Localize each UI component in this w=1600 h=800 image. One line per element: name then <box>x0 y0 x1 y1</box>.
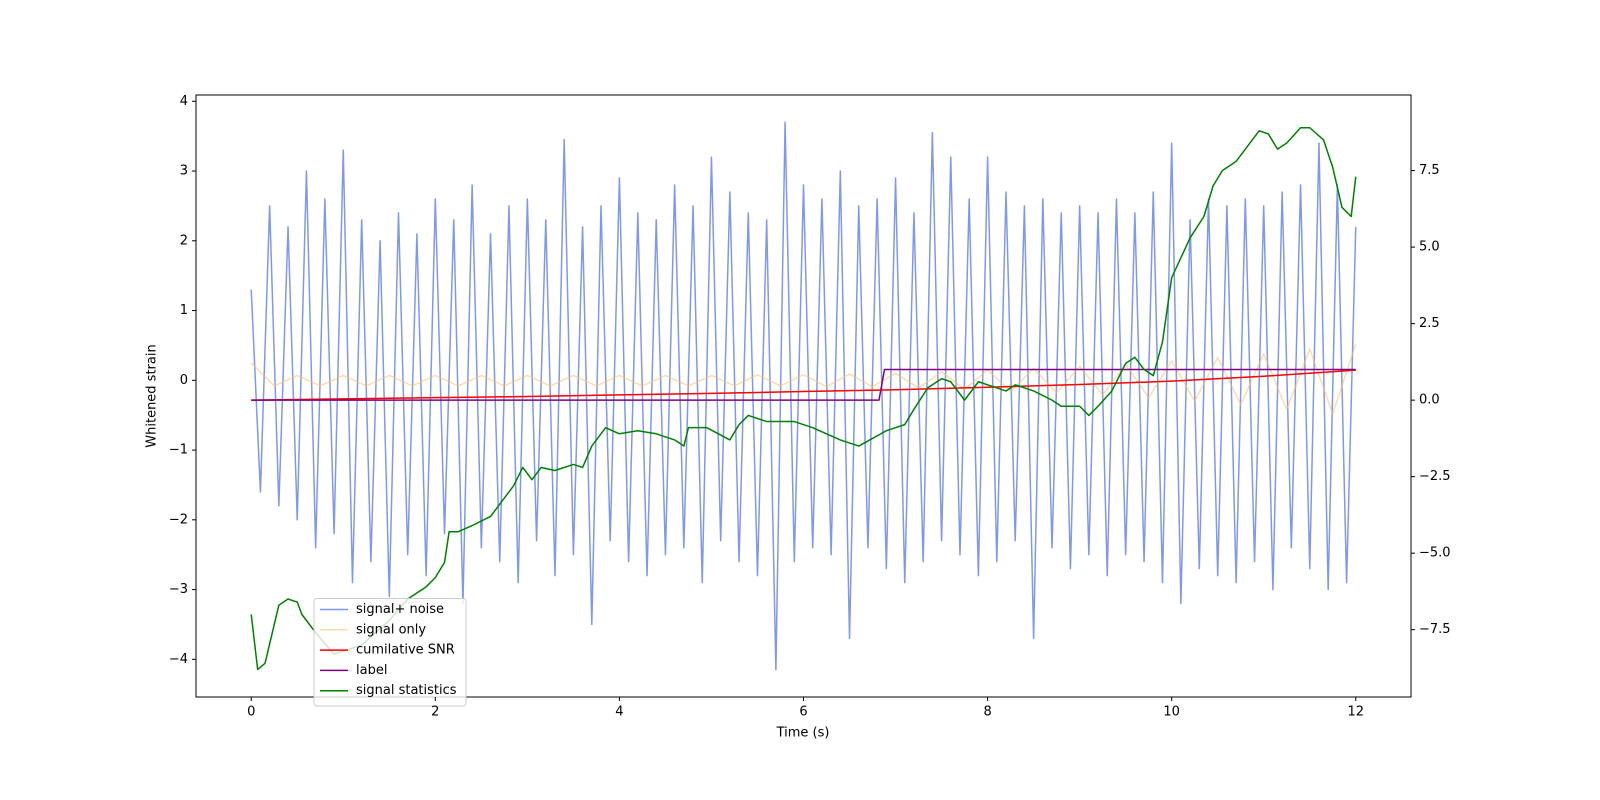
y-tick-label: 2 <box>180 233 188 248</box>
y2-tick-label: −5.0 <box>1419 546 1451 561</box>
legend-label: signal+ noise <box>356 602 444 617</box>
y2-tick-label: 5.0 <box>1419 240 1440 255</box>
legend-label: cumilative SNR <box>356 643 455 658</box>
x-tick-label: 10 <box>1163 705 1180 720</box>
y-tick-label: 0 <box>180 373 188 388</box>
y2-tick-label: −2.5 <box>1419 469 1451 484</box>
y-tick-label: 1 <box>180 303 188 318</box>
x-tick-label: 8 <box>983 705 991 720</box>
legend: signal+ noise signal only cumilative SNR la… <box>313 598 467 707</box>
legend-label: signal only <box>356 622 426 637</box>
y-tick-label: 4 <box>180 94 188 109</box>
x-tick-label: 2 <box>431 705 439 720</box>
y2-tick-label: 7.5 <box>1419 163 1440 178</box>
series-line <box>250 127 1357 671</box>
y-tick-label: −4 <box>169 652 188 667</box>
legend-box <box>313 598 467 707</box>
x-axis-label: Time (s) <box>776 726 830 741</box>
series-line <box>251 369 1356 401</box>
x-tick-label: 4 <box>615 705 623 720</box>
y-axis-label: Whitened strain <box>145 344 160 447</box>
x-tick-label: 0 <box>247 705 255 720</box>
x-tick-label: 6 <box>799 705 807 720</box>
series-line <box>250 343 1357 415</box>
y2-tick-label: 2.5 <box>1419 316 1440 331</box>
y2-tick-label: 0.0 <box>1419 393 1440 408</box>
y-tick-label: −2 <box>169 512 188 527</box>
y2-tick-label: −7.5 <box>1419 622 1451 637</box>
series-line <box>250 121 1357 671</box>
plot-area <box>250 121 1357 671</box>
legend-label: label <box>356 663 387 678</box>
y-tick-label: −1 <box>169 443 188 458</box>
x-tick-label: 12 <box>1347 705 1364 720</box>
y-tick-label: −3 <box>169 582 188 597</box>
legend-label: signal statistics <box>356 683 457 698</box>
y-tick-label: 3 <box>180 164 188 179</box>
series-line <box>251 368 1356 401</box>
